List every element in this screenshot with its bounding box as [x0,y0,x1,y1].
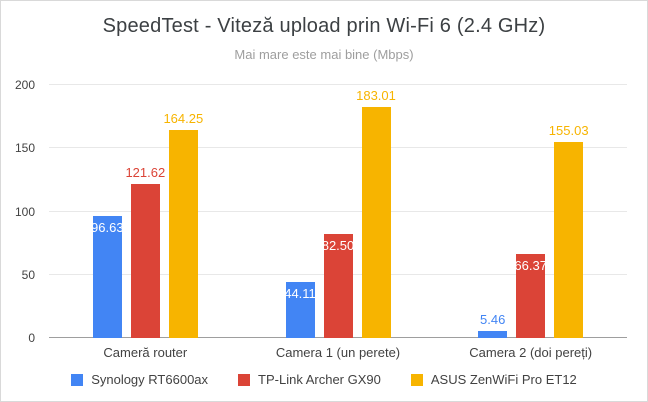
legend-swatch-icon [238,373,251,386]
legend-item: ASUS ZenWiFi Pro ET12 [410,372,577,387]
bar [92,215,122,338]
bar [478,331,508,338]
category-label: Camera 1 (un perete) [275,345,401,360]
category-label: Cameră router [103,345,188,360]
y-tick-label: 200 [14,78,35,92]
bar-value-label: 183.01 [356,87,396,103]
bar-slot: 183.01 [356,85,396,338]
chart-subtitle: Mai mare este mai bine (Mbps) [234,47,414,62]
bar-group: 44.11 82.50 183.01 [242,85,435,338]
bar-value-label: 155.03 [548,122,589,138]
y-tick-label: 100 [14,204,35,219]
bar [516,254,546,338]
bar-slot: 82.50 [321,85,355,338]
gridline [49,147,627,149]
legend-item: Synology RT6600ax [71,372,208,387]
gridline [49,210,627,212]
y-axis: 0 50 100 150 200 [1,78,41,345]
bar [285,282,315,338]
bar [554,141,584,338]
legend-label: ASUS ZenWiFi Pro ET12 [430,372,577,387]
bar-slot: 5.46 [478,85,508,338]
legend-item: TP-Link Archer GX90 [238,372,381,387]
bar-value-label: 44.11 [284,286,316,302]
bar-slot: 155.03 [549,85,589,338]
bar-group: 96.63 121.62 164.25 [49,85,242,338]
bar [361,106,391,338]
chart-title: SpeedTest - Viteză upload prin Wi-Fi 6 (… [102,15,546,37]
bar-value-label: 96.63 [91,219,124,235]
legend-swatch-icon [71,373,84,386]
bar-group: 5.46 66.37 155.03 [434,85,627,338]
bar-value-label: 5.46 [480,312,506,328]
y-tick-label: 50 [21,267,35,282]
y-tick-label: 150 [14,141,35,156]
bar-value-label: 82.50 [321,237,355,253]
bar-slot: 96.63 [91,85,124,338]
legend-label: TP-Link Archer GX90 [258,372,381,387]
bar-value-label: 164.25 [163,111,204,127]
bar-slot: 44.11 [284,85,316,338]
bar-slot: 164.25 [163,85,203,338]
y-tick-label: 0 [28,331,35,345]
legend: Synology RT6600ax TP-Link Archer GX90 ASUS… [1,372,647,387]
gridline [49,84,627,85]
bar [168,130,198,338]
x-axis-labels: Cameră router Camera 1 (un perete) Camera … [49,345,627,360]
category-label: Camera 2 (doi pereți) [469,345,593,360]
bar-slot: 121.62 [125,85,165,338]
bar [130,184,160,338]
bar-value-label: 66.37 [514,258,547,274]
legend-label: Synology RT6600ax [91,372,209,387]
legend-swatch-icon [410,373,423,386]
plot-area: 96.63 121.62 164.25 44.11 82.50 183.01 5.46 66.… [49,84,627,338]
bar-groups: 96.63 121.62 164.25 44.11 82.50 183.01 5.46 66.… [49,85,627,338]
bar-value-label: 121.62 [125,165,166,181]
bar [323,233,353,338]
bar-slot: 66.37 [514,85,547,338]
